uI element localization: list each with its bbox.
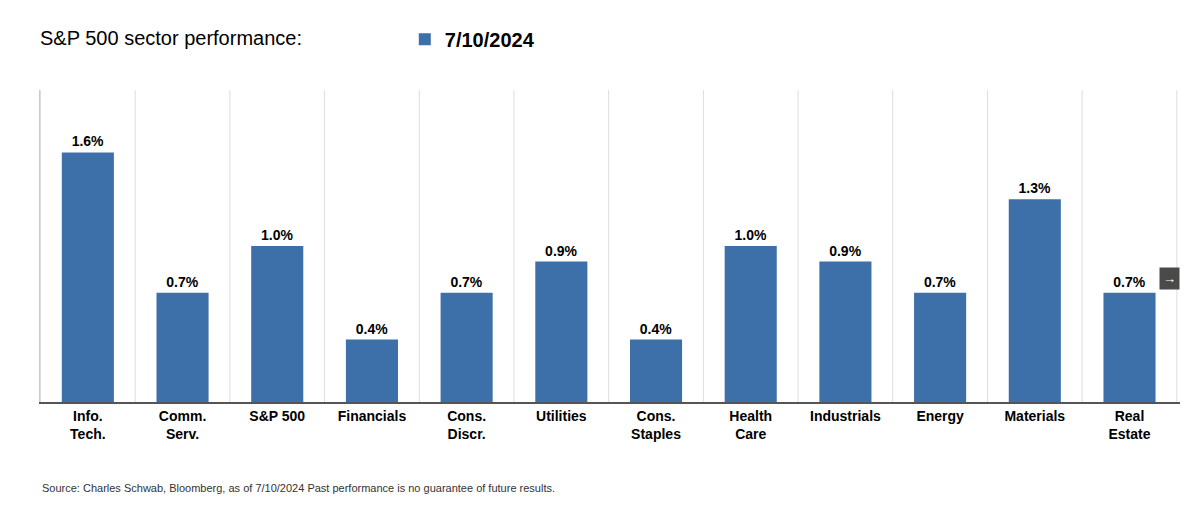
svg-text:Materials: Materials: [1004, 408, 1065, 424]
svg-text:1.0%: 1.0%: [261, 227, 293, 243]
svg-text:0.7%: 0.7%: [924, 274, 956, 290]
svg-text:→: →: [1163, 271, 1176, 286]
svg-text:Info.Tech.: Info.Tech.: [70, 408, 106, 442]
svg-text:Source: Charles Schwab, Bloomb: Source: Charles Schwab, Bloomberg, as of…: [42, 482, 555, 494]
svg-text:1.3%: 1.3%: [1019, 180, 1051, 196]
svg-text:HealthCare: HealthCare: [729, 408, 772, 442]
svg-text:S&P 500 sector performance:: S&P 500 sector performance:: [40, 27, 302, 49]
svg-text:1.6%: 1.6%: [72, 133, 104, 149]
svg-text:0.4%: 0.4%: [356, 321, 388, 337]
svg-text:0.7%: 0.7%: [1113, 274, 1145, 290]
svg-text:0.7%: 0.7%: [450, 274, 482, 290]
svg-text:Industrials: Industrials: [810, 408, 881, 424]
svg-text:7/10/2024: 7/10/2024: [445, 29, 535, 51]
svg-text:0.9%: 0.9%: [545, 243, 577, 259]
svg-text:Utilities: Utilities: [536, 408, 587, 424]
svg-text:Financials: Financials: [338, 408, 407, 424]
svg-text:Energy: Energy: [916, 408, 964, 424]
svg-text:0.9%: 0.9%: [829, 243, 861, 259]
svg-text:1.0%: 1.0%: [734, 227, 766, 243]
svg-text:RealEstate: RealEstate: [1108, 408, 1150, 442]
svg-text:Comm.Serv.: Comm.Serv.: [159, 408, 206, 442]
svg-text:S&P 500: S&P 500: [249, 408, 305, 424]
svg-text:0.7%: 0.7%: [166, 274, 198, 290]
svg-text:Cons.Discr.: Cons.Discr.: [447, 408, 486, 442]
svg-text:0.4%: 0.4%: [640, 321, 672, 337]
svg-text:Cons.Staples: Cons.Staples: [631, 408, 681, 442]
